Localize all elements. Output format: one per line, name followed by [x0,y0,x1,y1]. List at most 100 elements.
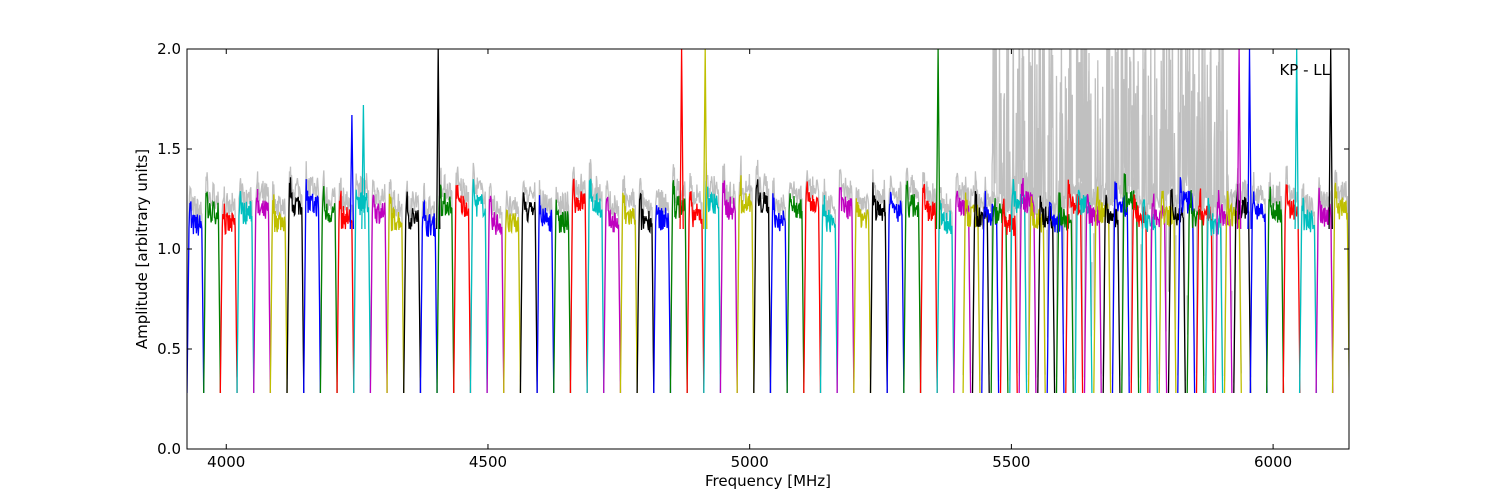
background-line [569,166,588,381]
x-tick-label: 5500 [992,453,1030,471]
channel-line [736,175,755,394]
background-line [786,181,805,383]
channel-line [636,192,655,394]
background-line [386,179,405,377]
background-line [236,178,255,378]
channel-line [1282,184,1301,394]
channel-line [419,199,438,394]
background-line [999,49,1018,378]
spike-line [679,49,684,230]
spike-line [935,49,941,230]
background-line [953,172,972,377]
x-tick-label: 4000 [207,453,245,471]
background-line [919,172,938,380]
channel-line [1083,193,1102,394]
channel-line [503,209,522,394]
channel-line [187,201,205,394]
background-line [303,161,322,376]
channel-line [719,180,738,394]
background-line [203,172,222,377]
channel-line [203,191,222,394]
channel-line [653,205,672,394]
channel-series [187,49,1349,394]
background-line [519,179,538,382]
background-line [469,162,488,380]
channel-line [803,181,822,394]
x-tick-label: 5000 [731,453,769,471]
x-tick-label: 6000 [1254,453,1292,471]
channel-line [1139,198,1158,394]
plot-frame [186,48,1350,450]
background-line [269,181,288,379]
y-tick-label: 2.0 [157,40,181,58]
channel-line [369,194,388,394]
channel-line [303,179,322,394]
channel-line [536,195,555,394]
channel-line [586,178,605,394]
channel-line [1315,187,1334,394]
spike-line [1236,49,1242,230]
channel-line [269,194,288,394]
background-line [486,183,505,378]
channel-line [836,187,855,394]
channel-line [453,184,472,394]
background-line [1130,49,1149,383]
background-line [903,167,922,383]
channel-line [869,182,888,394]
background-line [319,170,338,383]
channel-line [1102,194,1121,394]
channel-line [519,192,538,394]
channel-line [753,179,772,394]
background-line [603,180,622,375]
channel-line [386,193,405,394]
channel-line [219,203,238,394]
x-tick-label: 4500 [469,453,507,471]
channel-line [619,192,638,394]
background-line [286,166,305,384]
chart-annotation: KP - LL [1279,61,1330,79]
background-line [853,187,872,379]
channel-line [569,178,588,394]
background-line [1111,49,1130,377]
channel-line [903,180,922,394]
channel-line [1018,177,1037,394]
channel-line [669,180,688,394]
background-line [453,166,472,381]
background-line [253,171,272,380]
background-line [1331,169,1349,381]
background-line [1139,49,1158,381]
background-line [669,164,688,379]
background-line [503,190,522,382]
background-line [219,186,238,377]
channel-line [486,195,505,394]
background-line [819,178,838,375]
background-line [1249,171,1268,383]
channel-line [999,198,1018,394]
background-line [187,184,205,380]
channel-line [819,195,838,394]
channel-line [919,183,938,394]
background-line [369,179,388,377]
spike-line [361,104,366,230]
channel-line [553,199,572,394]
channel-line [1266,186,1285,394]
channel-line [286,177,305,394]
channel-line [1249,191,1268,394]
axis-ticks: 4000 4500 5000 5500 6000 0.0 0.5 1.0 1.5 2.0 [157,40,1349,471]
channel-line [469,179,488,394]
background-line [686,172,705,380]
spike-line [1247,49,1252,230]
channel-line [1037,195,1056,394]
channel-line [853,198,872,394]
channel-line [253,188,272,394]
background-line [403,180,422,379]
channel-line [786,193,805,394]
channel-line [236,191,255,394]
channel-line [886,191,905,394]
background-line [586,159,605,379]
spike-line [436,49,441,230]
spike-line [1294,49,1299,230]
channel-line [1298,197,1318,394]
y-tick-label: 0.5 [157,340,181,358]
channel-line [686,191,705,394]
